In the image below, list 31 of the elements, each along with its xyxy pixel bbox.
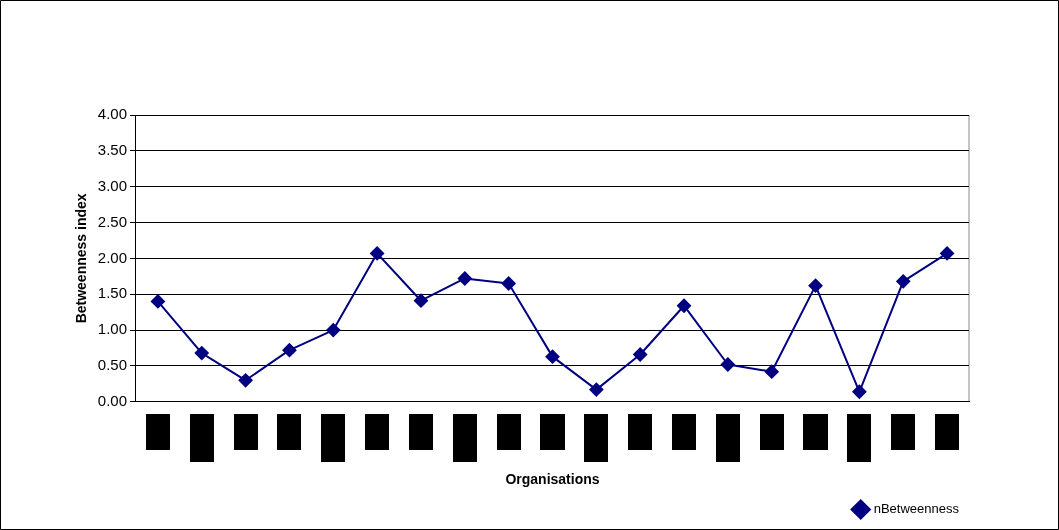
y-tick-label: 2.00 [97,248,127,266]
point [194,346,209,361]
point [852,384,867,399]
y-tick-label: 3.00 [97,176,127,194]
y-tick-label: 3.50 [97,140,127,158]
y-axis-title: Betweenness index [73,193,90,324]
point [282,343,297,358]
point [545,349,560,364]
point [940,246,955,261]
point [720,357,735,372]
y-tick-label: 2.50 [97,212,127,230]
point [501,276,516,291]
point [238,373,253,388]
x-axis-title: Organisations [505,471,600,488]
point [370,246,385,261]
point [457,271,472,286]
y-tick-label: 0.50 [97,356,127,374]
legend-label: nBetweenness [873,501,960,517]
point [808,278,823,293]
point [764,364,779,379]
point [589,382,604,397]
point [633,347,648,362]
point [677,298,692,313]
point [413,293,428,308]
y-tick-label: 1.50 [97,284,127,302]
point [326,323,341,338]
point [896,274,911,289]
point [150,294,165,309]
y-tick-label: 4.00 [97,105,127,123]
y-tick-label: 1.00 [97,320,127,338]
y-tick-label: 0.00 [97,391,127,409]
